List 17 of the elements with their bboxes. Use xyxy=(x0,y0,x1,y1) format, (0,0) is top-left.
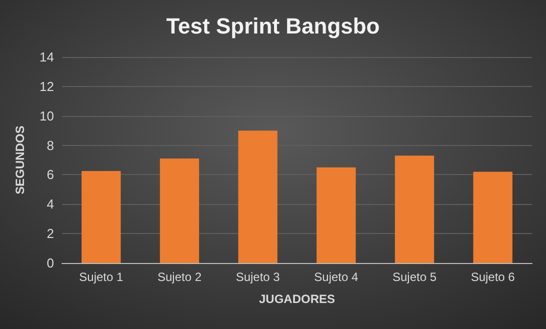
y-tick-label: 10 xyxy=(40,108,54,124)
x-tick-label: Sujeto 6 xyxy=(470,270,516,284)
y-tick-label: 14 xyxy=(40,50,54,64)
x-axis-title: JUGADORES xyxy=(258,292,336,306)
y-tick-label: 0 xyxy=(46,256,54,270)
y-tick-label: 6 xyxy=(46,167,54,182)
y-tick-label: 2 xyxy=(46,226,54,242)
chart-title: Test Sprint Bangsbo xyxy=(166,14,380,38)
x-tick-label: Sujeto 5 xyxy=(392,270,437,284)
y-tick-label: 4 xyxy=(46,196,54,212)
y-axis-title: SEGUNDOS xyxy=(13,126,27,194)
y-tick-label: 12 xyxy=(40,78,54,94)
x-tick-label: Sujeto 2 xyxy=(157,270,202,284)
x-tick-label: Sujeto 1 xyxy=(79,270,124,284)
x-tick-label: Sujeto 3 xyxy=(236,270,280,284)
x-tick-label: Sujeto 4 xyxy=(314,270,359,284)
y-tick-label: 8 xyxy=(46,138,54,153)
